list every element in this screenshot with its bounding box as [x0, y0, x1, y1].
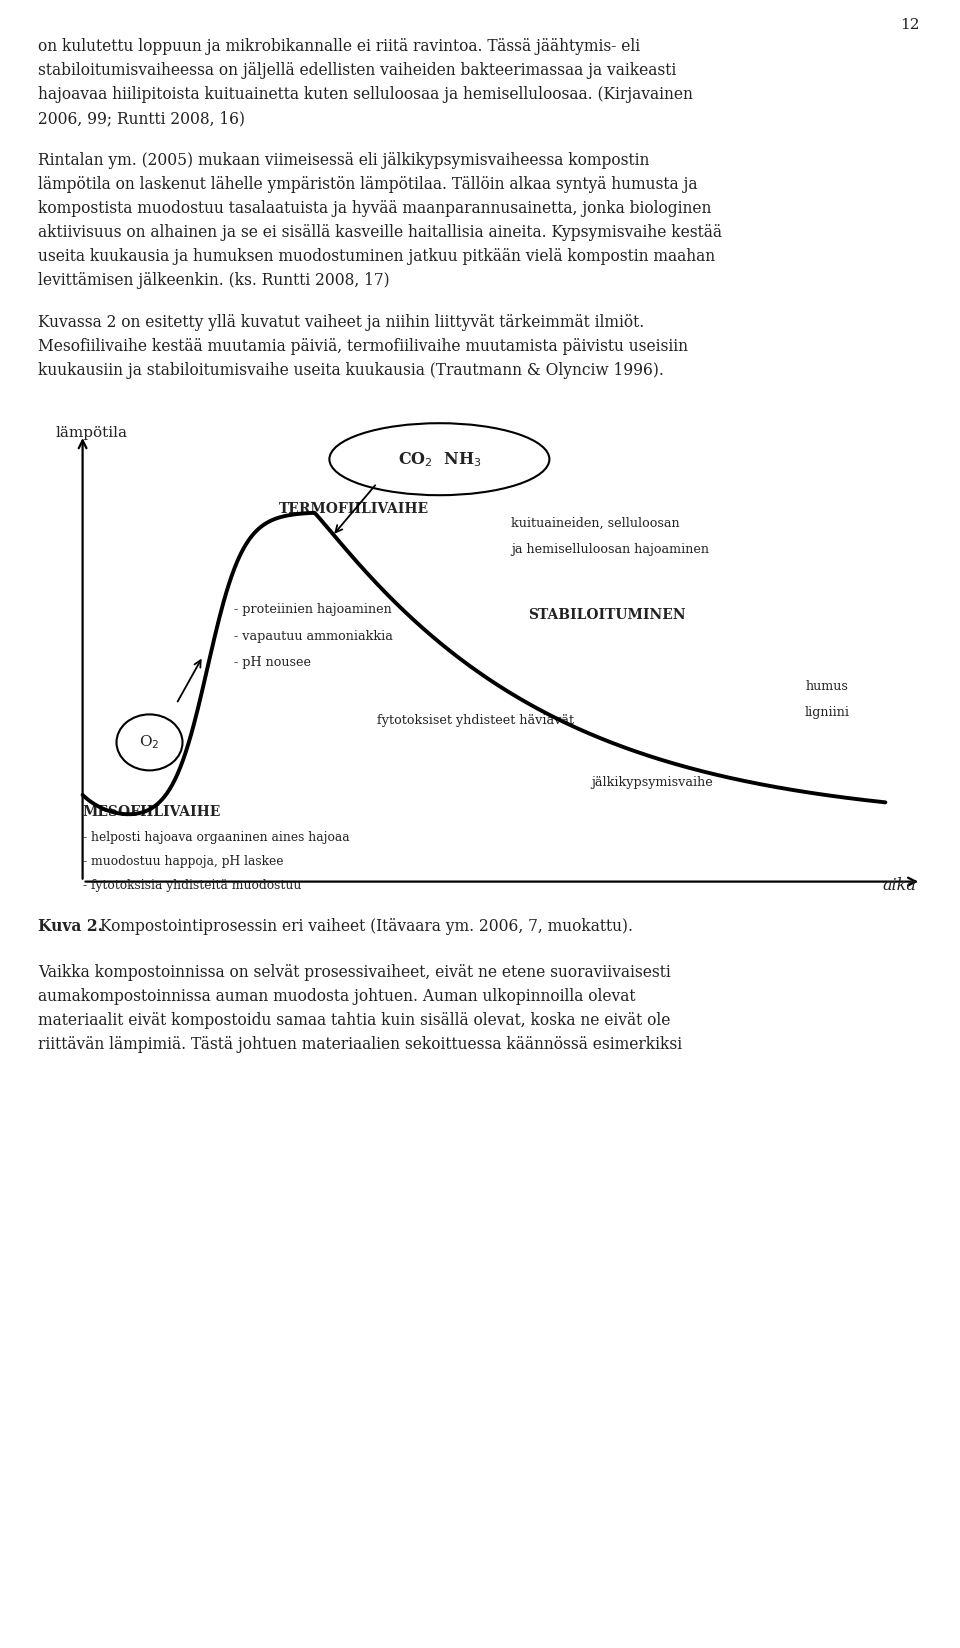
Text: aktiivisuus on alhainen ja se ei sisällä kasveille haitallisia aineita. Kypsymis: aktiivisuus on alhainen ja se ei sisällä…	[38, 224, 722, 241]
Text: on kulutettu loppuun ja mikrobikannalle ei riitä ravintoa. Tässä jäähtymis- eli: on kulutettu loppuun ja mikrobikannalle …	[38, 38, 640, 54]
Text: humus: humus	[806, 681, 849, 694]
Text: Kuvassa 2 on esitetty yllä kuvatut vaiheet ja niihin liittyvät tärkeimmät ilmiöt: Kuvassa 2 on esitetty yllä kuvatut vaihe…	[38, 315, 644, 331]
Text: aumakompostoinnissa auman muodosta johtuen. Auman ulkopinnoilla olevat: aumakompostoinnissa auman muodosta johtu…	[38, 989, 636, 1005]
Text: MESOFIILIVAIHE: MESOFIILIVAIHE	[83, 804, 221, 819]
Text: 12: 12	[900, 18, 920, 31]
Text: 2006, 99; Runtti 2008, 16): 2006, 99; Runtti 2008, 16)	[38, 110, 245, 127]
Text: - muodostuu happoja, pH laskee: - muodostuu happoja, pH laskee	[83, 855, 283, 868]
Text: lämpötila: lämpötila	[56, 425, 128, 440]
Text: - pH nousee: - pH nousee	[234, 656, 311, 669]
Ellipse shape	[116, 714, 182, 770]
Text: Rintalan ym. (2005) mukaan viimeisessä eli jälkikypsymisvaiheessa kompostin: Rintalan ym. (2005) mukaan viimeisessä e…	[38, 152, 649, 170]
Text: - proteiinien hajoaminen: - proteiinien hajoaminen	[234, 603, 392, 616]
Text: - fytotoksisia yhdisteitä muodostuu: - fytotoksisia yhdisteitä muodostuu	[83, 878, 301, 892]
Text: - vapautuu ammoniakkia: - vapautuu ammoniakkia	[234, 630, 393, 643]
Text: lämpötila on laskenut lähelle ympäristön lämpötilaa. Tällöin alkaa syntyä humust: lämpötila on laskenut lähelle ympäristön…	[38, 176, 698, 193]
Text: - helposti hajoava orgaaninen aines hajoaa: - helposti hajoava orgaaninen aines hajo…	[83, 831, 349, 844]
Text: Kompostointiprosessin eri vaiheet (Itävaara ym. 2006, 7, muokattu).: Kompostointiprosessin eri vaiheet (Itäva…	[100, 918, 633, 934]
Text: useita kuukausia ja humuksen muodostuminen jatkuu pitkään vielä kompostin maahan: useita kuukausia ja humuksen muodostumin…	[38, 247, 715, 265]
Text: stabiloitumisvaiheessa on jäljellä edellisten vaiheiden bakteerimassaa ja vaikea: stabiloitumisvaiheessa on jäljellä edell…	[38, 63, 676, 79]
Text: aika: aika	[883, 877, 917, 893]
Text: TERMOFIILIVAIHE: TERMOFIILIVAIHE	[278, 503, 429, 516]
Text: Kuva 2.: Kuva 2.	[38, 918, 103, 934]
Text: ligniini: ligniini	[804, 707, 850, 720]
Text: riittävän lämpimiä. Tästä johtuen materiaalien sekoittuessa käännössä esimerkiks: riittävän lämpimiä. Tästä johtuen materi…	[38, 1037, 683, 1053]
Text: fytotoksiset yhdisteet häviävät: fytotoksiset yhdisteet häviävät	[377, 714, 574, 727]
Text: materiaalit eivät kompostoidu samaa tahtia kuin sisällä olevat, koska ne eivät o: materiaalit eivät kompostoidu samaa taht…	[38, 1012, 670, 1028]
Text: kuukausiin ja stabiloitumisvaihe useita kuukausia (Trautmann & Olynciw 1996).: kuukausiin ja stabiloitumisvaihe useita …	[38, 363, 664, 379]
Ellipse shape	[329, 424, 549, 494]
Text: O$_2$: O$_2$	[139, 733, 159, 751]
Text: Vaikka kompostoinnissa on selvät prosessivaiheet, eivät ne etene suoraviivaisest: Vaikka kompostoinnissa on selvät prosess…	[38, 964, 671, 981]
Text: kuituaineiden, selluloosan: kuituaineiden, selluloosan	[511, 517, 680, 529]
Text: Mesofiilivaihe kestää muutamia päiviä, termofiilivaihe muutamista päivistu useis: Mesofiilivaihe kestää muutamia päiviä, t…	[38, 338, 688, 354]
Text: jälkikypsymisvaihe: jälkikypsymisvaihe	[591, 776, 712, 789]
Text: CO$_2$  NH$_3$: CO$_2$ NH$_3$	[397, 450, 481, 468]
Text: kompostista muodostuu tasalaatuista ja hyvää maanparannusainetta, jonka biologin: kompostista muodostuu tasalaatuista ja h…	[38, 199, 711, 218]
Text: ja hemiselluloosan hajoaminen: ja hemiselluloosan hajoaminen	[511, 544, 708, 557]
Text: STABILOITUMINEN: STABILOITUMINEN	[529, 608, 686, 621]
Text: levittämisen jälkeenkin. (ks. Runtti 2008, 17): levittämisen jälkeenkin. (ks. Runtti 200…	[38, 272, 390, 288]
Text: hajoavaa hiilipitoista kuituainetta kuten selluloosaa ja hemiselluloosaa. (Kirja: hajoavaa hiilipitoista kuituainetta kute…	[38, 86, 693, 104]
